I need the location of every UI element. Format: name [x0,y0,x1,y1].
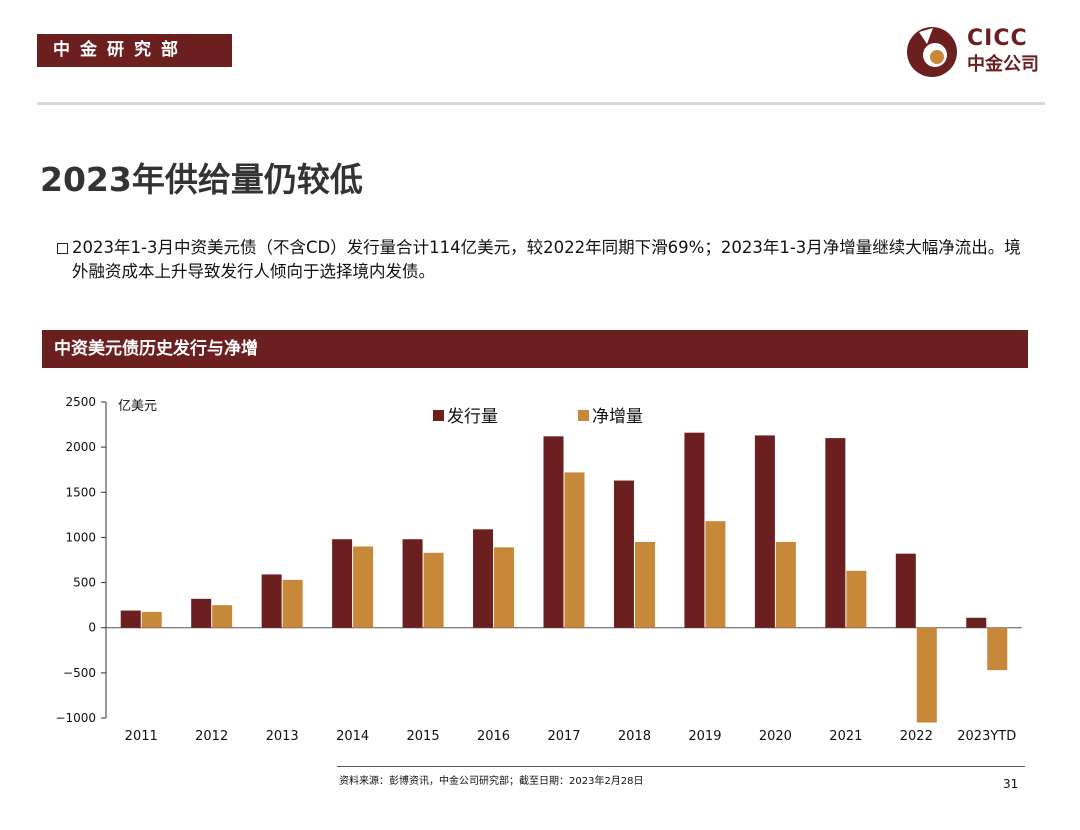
department-badge: 中金研究部 [37,34,232,67]
x-tick-label: 2021 [829,729,862,744]
y-axis-label: 亿美元 [118,399,157,414]
x-tick-label: 2013 [266,729,299,744]
logo-text-en: CICC [967,26,1028,51]
bar-net-increase-2020 [775,541,796,628]
x-tick-label: 2012 [195,729,228,744]
bar-issuance-2013 [261,574,282,628]
bar-issuance-2018 [613,480,634,628]
y-tick-label: 2000 [65,440,96,454]
source-note: 资料来源：彭博资讯，中金公司研究部；截至日期：2023年2月28日 [339,776,644,787]
bar-issuance-2022 [895,553,916,628]
y-tick-label: 500 [73,576,96,590]
chart-header-bar: 中资美元债历史发行与净增 [42,330,1028,368]
y-tick-label: −1000 [55,711,96,725]
issuance-chart: 2500 2000 1500 1000 500 0 −500 −1000 亿美元 2011 2012… [55,395,1022,744]
bar-net-increase-2012 [212,605,233,628]
bar-net-increase-2016 [494,547,515,628]
bar-net-increase-2013 [282,579,303,628]
source-divider [337,766,1025,767]
header-divider [37,102,1045,105]
y-tick-label: 0 [88,621,96,635]
page-title: 2023年供给量仍较低 [40,160,363,199]
legend-label: 发行量 [447,407,498,427]
legend-swatch [433,410,444,421]
bar-issuance-2016 [473,529,494,628]
x-tick-label: 2020 [759,729,792,744]
x-tick-label: 2023YTD [957,729,1016,744]
cicc-logo: CICC 中金公司 [905,24,1055,80]
bullet-text: 2023年1-3月中资美元债（不含CD）发行量合计114亿美元，较2022年同期… [72,238,1021,281]
bar-net-increase-2019 [705,521,726,628]
bar-net-increase-2022 [916,627,937,723]
legend-label: 净增量 [592,407,643,427]
x-tick-label: 2014 [336,729,369,744]
bar-issuance-2012 [191,598,212,628]
bar-net-increase-2023YTD [987,627,1008,671]
bullet-marker [57,243,68,254]
bar-net-increase-2011 [141,611,162,628]
bar-issuance-2017 [543,436,564,628]
y-tick-label: 1000 [65,530,96,544]
bar-issuance-2021 [825,438,846,628]
bar-issuance-2020 [754,435,775,628]
chart-header-title: 中资美元债历史发行与净增 [54,339,258,359]
x-tick-label: 2015 [407,729,440,744]
bar-net-increase-2021 [846,570,867,628]
y-tick-label: 2500 [65,395,96,409]
bar-issuance-2023YTD [966,617,987,628]
x-tick-label: 2018 [618,729,651,744]
x-tick-label: 2019 [688,729,721,744]
bar-net-increase-2018 [634,541,655,628]
x-tick-label: 2017 [547,729,580,744]
x-tick-label: 2011 [125,729,158,744]
bar-issuance-2015 [402,539,423,628]
bar-issuance-2014 [332,539,353,628]
bar-issuance-2019 [684,432,705,628]
bar-net-increase-2014 [353,546,374,628]
x-tick-label: 2016 [477,729,510,744]
legend-swatch [578,410,589,421]
logo-text-cn: 中金公司 [967,54,1039,75]
cicc-logo-icon [907,27,957,77]
x-tick-label: 2022 [900,729,933,744]
bar-net-increase-2015 [423,552,444,628]
bar-issuance-2011 [120,610,141,628]
page-number: 31 [1003,777,1019,791]
y-tick-label: 1500 [65,485,96,499]
bar-net-increase-2017 [564,472,585,628]
y-tick-label: −500 [63,666,96,680]
